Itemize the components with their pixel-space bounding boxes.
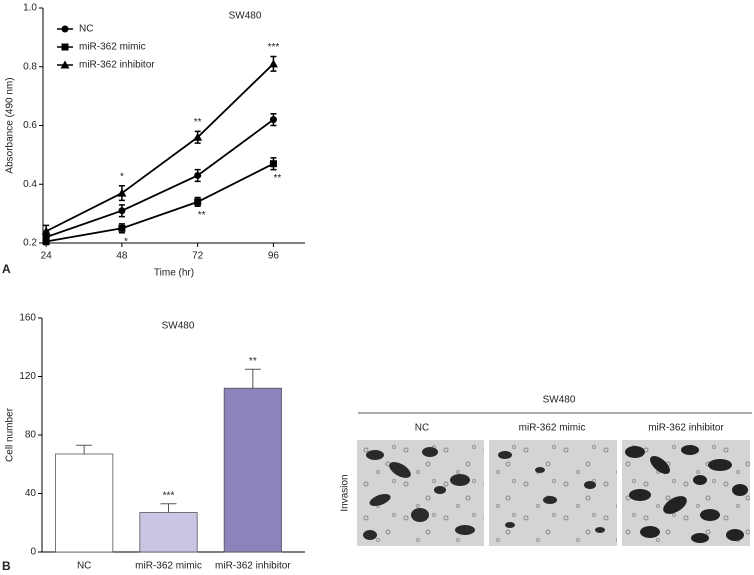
- marker: [118, 224, 126, 232]
- bar: [223, 387, 282, 553]
- bar: [139, 512, 198, 553]
- marker: [118, 207, 126, 215]
- column-label: miR-362 inhibitor: [648, 423, 724, 434]
- marker: [117, 188, 127, 197]
- marker: [269, 116, 277, 124]
- panel-label: A: [2, 262, 11, 276]
- significance: *: [124, 236, 128, 247]
- x-tick-label: miR-362 mimic: [135, 561, 202, 572]
- marker: [193, 132, 203, 141]
- y-tick-label: 0.6: [23, 120, 37, 131]
- chart-title: SW480: [162, 321, 195, 332]
- significance: *: [120, 171, 124, 182]
- x-tick-label: 48: [116, 251, 128, 262]
- legend-label: miR-362 mimic: [79, 42, 146, 53]
- marker: [269, 160, 277, 168]
- y-axis-label: Absorbance (490 nm): [5, 77, 16, 173]
- marker: [194, 198, 202, 206]
- legend-marker: [60, 60, 70, 69]
- chart-title: SW480: [229, 11, 262, 22]
- x-tick-label: 96: [268, 251, 280, 262]
- error-bar: [76, 444, 93, 455]
- x-tick-label: 24: [41, 251, 53, 262]
- legend-marker: [61, 43, 69, 51]
- x-tick-label: miR-362 inhibitor: [215, 561, 291, 572]
- y-tick-label: 80: [25, 430, 37, 441]
- marker: [42, 238, 50, 246]
- micrograph-inhibitor: [622, 440, 750, 546]
- micrograph-mimic: [489, 440, 617, 546]
- y-axis-label: Cell number: [5, 407, 16, 462]
- marker: [41, 226, 51, 235]
- x-tick-label: 72: [192, 251, 204, 262]
- significance: **: [249, 356, 257, 367]
- bar: [55, 453, 114, 553]
- x-tick-label: NC: [77, 561, 91, 572]
- series-line: [45, 118, 274, 238]
- y-tick-label: 1.0: [23, 3, 37, 14]
- x-axis-label: Time (hr): [154, 268, 194, 279]
- significance: ***: [163, 490, 175, 501]
- column-label: miR-362 mimic: [519, 423, 586, 434]
- micrograph-title: SW480: [543, 395, 576, 406]
- y-tick-label: 120: [19, 371, 36, 382]
- marker: [194, 171, 202, 179]
- significance: **: [274, 173, 282, 184]
- y-tick-label: 40: [25, 488, 37, 499]
- legend-marker: [61, 25, 69, 33]
- micrograph-nc: [357, 440, 484, 546]
- column-label: NC: [415, 423, 429, 434]
- panel-label: B: [2, 559, 11, 573]
- row-label: Invasion: [340, 474, 351, 511]
- error-bar: [244, 368, 261, 389]
- series-line: [45, 63, 275, 233]
- legend-label: miR-362 inhibitor: [79, 60, 155, 71]
- error-bar: [160, 503, 177, 513]
- y-tick-label: 0.4: [23, 179, 37, 190]
- legend-label: NC: [79, 24, 93, 35]
- marker: [268, 59, 278, 68]
- significance: ***: [268, 42, 280, 53]
- significance: **: [194, 117, 202, 128]
- y-tick-label: 0: [30, 547, 36, 558]
- y-tick-label: 0.8: [23, 61, 37, 72]
- significance: **: [198, 210, 206, 221]
- y-tick-label: 0.2: [23, 238, 37, 249]
- y-tick-label: 160: [19, 313, 36, 324]
- series-line: [46, 162, 274, 243]
